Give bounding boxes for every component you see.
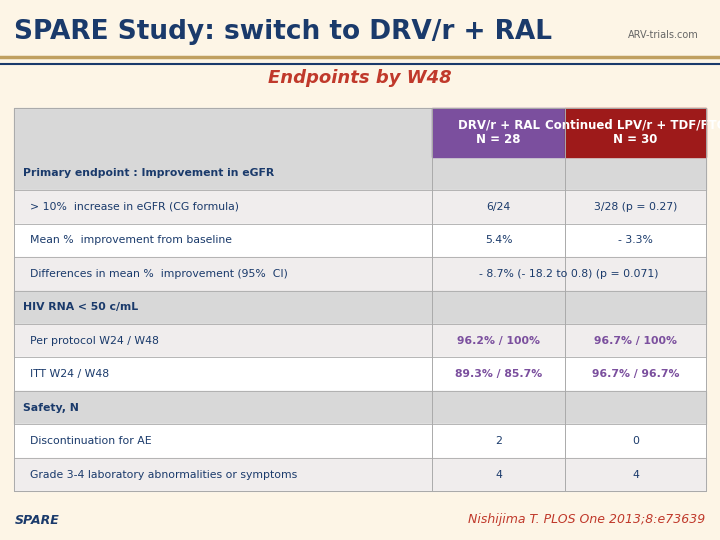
Text: - 8.7% (- 18.2 to 0.8) (p = 0.071): - 8.7% (- 18.2 to 0.8) (p = 0.071) [479, 269, 659, 279]
Text: 2: 2 [495, 436, 502, 446]
Text: 96.7% / 96.7%: 96.7% / 96.7% [592, 369, 679, 379]
Text: SPARE: SPARE [14, 514, 59, 526]
Text: ARV-trials.com: ARV-trials.com [628, 30, 698, 40]
Text: ITT W24 / W48: ITT W24 / W48 [23, 369, 109, 379]
Text: > 10%  increase in eGFR (CG formula): > 10% increase in eGFR (CG formula) [23, 202, 239, 212]
Text: Continued LPV/r + TDF/FTC
N = 30: Continued LPV/r + TDF/FTC N = 30 [545, 118, 720, 146]
Text: HIV RNA < 50 c/mL: HIV RNA < 50 c/mL [23, 302, 138, 312]
Text: Endpoints by W48: Endpoints by W48 [268, 69, 452, 87]
Text: - 3.3%: - 3.3% [618, 235, 653, 245]
Text: Nishijima T. PLOS One 2013;8:e73639: Nishijima T. PLOS One 2013;8:e73639 [468, 514, 706, 526]
Text: 4: 4 [495, 470, 502, 480]
Text: 4: 4 [632, 470, 639, 480]
Text: Primary endpoint : Improvement in eGFR: Primary endpoint : Improvement in eGFR [23, 168, 274, 178]
Text: 89.3% / 85.7%: 89.3% / 85.7% [455, 369, 542, 379]
Text: 6/24: 6/24 [487, 202, 510, 212]
Text: Per protocol W24 / W48: Per protocol W24 / W48 [23, 336, 159, 346]
Text: Mean %  improvement from baseline: Mean % improvement from baseline [23, 235, 232, 245]
Text: DRV/r + RAL
N = 28: DRV/r + RAL N = 28 [458, 118, 539, 146]
Text: 3/28 (p = 0.27): 3/28 (p = 0.27) [594, 202, 677, 212]
Text: 96.2% / 100%: 96.2% / 100% [457, 336, 540, 346]
Text: 0: 0 [632, 436, 639, 446]
Text: Differences in mean %  improvement (95%  CI): Differences in mean % improvement (95% C… [23, 269, 288, 279]
Text: Safety, N: Safety, N [23, 403, 79, 413]
Text: 96.7% / 100%: 96.7% / 100% [594, 336, 677, 346]
Text: SPARE Study: switch to DRV/r + RAL: SPARE Study: switch to DRV/r + RAL [14, 19, 552, 45]
Text: 5.4%: 5.4% [485, 235, 513, 245]
Text: Discontinuation for AE: Discontinuation for AE [23, 436, 152, 446]
Text: Grade 3-4 laboratory abnormalities or symptoms: Grade 3-4 laboratory abnormalities or sy… [23, 470, 297, 480]
